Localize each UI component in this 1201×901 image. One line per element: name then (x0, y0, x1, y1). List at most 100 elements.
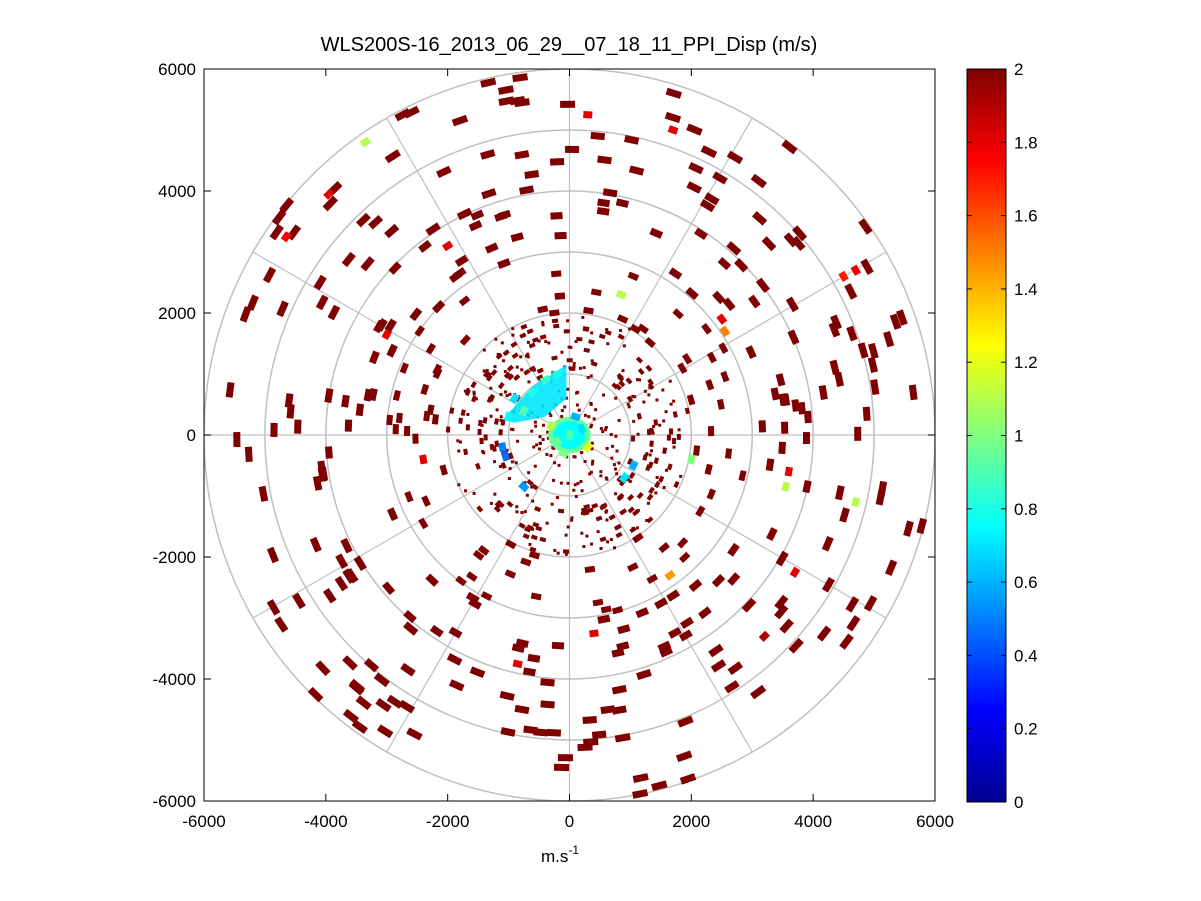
data-cell (466, 387, 470, 391)
data-cell (664, 111, 682, 124)
data-cell (642, 400, 646, 404)
data-cell (662, 419, 666, 423)
data-cell (550, 211, 563, 220)
data-cell (266, 599, 281, 616)
data-cell (642, 453, 648, 461)
data-cell (846, 325, 858, 342)
data-cell (526, 352, 530, 356)
data-cell (648, 385, 652, 389)
data-cell (614, 492, 618, 496)
data-cell (599, 470, 603, 474)
data-cell (655, 398, 659, 402)
data-cell (657, 640, 672, 653)
data-cell (758, 420, 767, 433)
data-cell (426, 404, 435, 416)
data-cell (536, 374, 544, 381)
data-cell (654, 481, 661, 489)
data-cells (225, 73, 927, 799)
y-tick-label: 6000 (158, 60, 196, 79)
data-cell (349, 678, 366, 694)
data-cell (582, 716, 597, 725)
data-cell (596, 206, 610, 216)
data-cell (566, 319, 570, 323)
data-cell (679, 551, 691, 564)
data-cell (239, 306, 252, 323)
data-cell (527, 386, 539, 398)
data-cell (460, 409, 466, 416)
data-cell (528, 542, 532, 546)
data-cell (334, 575, 349, 592)
data-cell (679, 773, 697, 785)
data-cell (548, 411, 552, 415)
data-cell (489, 501, 493, 505)
data-cell (522, 533, 530, 540)
data-cell (514, 150, 530, 160)
data-cell (628, 165, 645, 176)
data-cell (596, 530, 600, 534)
data-cell (603, 428, 607, 432)
data-cell (615, 531, 623, 539)
data-cell (555, 496, 559, 500)
data-cell (270, 422, 278, 438)
data-cell (590, 447, 594, 451)
data-cell (373, 319, 386, 334)
data-cell (545, 453, 549, 457)
data-cell (658, 423, 662, 427)
data-cell (341, 394, 350, 408)
data-cell (324, 388, 334, 404)
data-cell (533, 464, 537, 468)
data-cell (615, 449, 619, 453)
data-cell (498, 442, 507, 453)
data-cell (604, 329, 612, 336)
data-cell (686, 181, 703, 194)
data-cell (618, 380, 626, 388)
data-cell (834, 371, 844, 387)
data-cell (472, 491, 476, 495)
data-cell (486, 396, 493, 404)
data-cell (512, 659, 523, 669)
colorbar-gradient (966, 68, 1007, 803)
data-cell (694, 227, 708, 241)
data-cell (549, 454, 553, 458)
data-cell (606, 540, 610, 544)
data-cell (645, 452, 649, 456)
data-cell (406, 727, 423, 741)
data-cell (602, 393, 606, 397)
data-cell (529, 546, 537, 553)
data-cell (712, 290, 726, 305)
chart-title: WLS200S-16_2013_06_29__07_18_11_PPI_Disp… (321, 34, 818, 56)
data-cell (550, 270, 562, 278)
data-cell (564, 533, 568, 537)
data-cell (484, 242, 499, 254)
data-cell (587, 415, 591, 419)
data-cell (276, 300, 289, 318)
data-cell (839, 633, 854, 650)
data-cell (627, 506, 635, 514)
data-cell (706, 488, 716, 500)
data-cell (787, 329, 800, 346)
data-cell (470, 381, 477, 389)
x-tick-label: 2000 (672, 812, 710, 831)
data-cell (566, 481, 570, 485)
data-cell (384, 149, 402, 164)
data-cell (672, 308, 684, 320)
y-tick-label: -4000 (153, 670, 196, 689)
data-cell (722, 297, 736, 312)
data-cell (597, 198, 611, 208)
data-cell (651, 431, 655, 435)
data-cell (916, 517, 927, 535)
data-cell (431, 414, 439, 425)
data-cell (750, 684, 767, 700)
data-cell (386, 343, 398, 358)
data-cell (627, 493, 635, 502)
data-cell (468, 220, 483, 232)
data-cell (583, 413, 587, 417)
data-cell (292, 592, 306, 610)
data-cell (515, 510, 519, 514)
data-cell (500, 450, 511, 462)
data-cell (708, 643, 724, 658)
data-cell (687, 454, 696, 465)
data-cell (541, 423, 545, 427)
data-cell (552, 323, 560, 329)
